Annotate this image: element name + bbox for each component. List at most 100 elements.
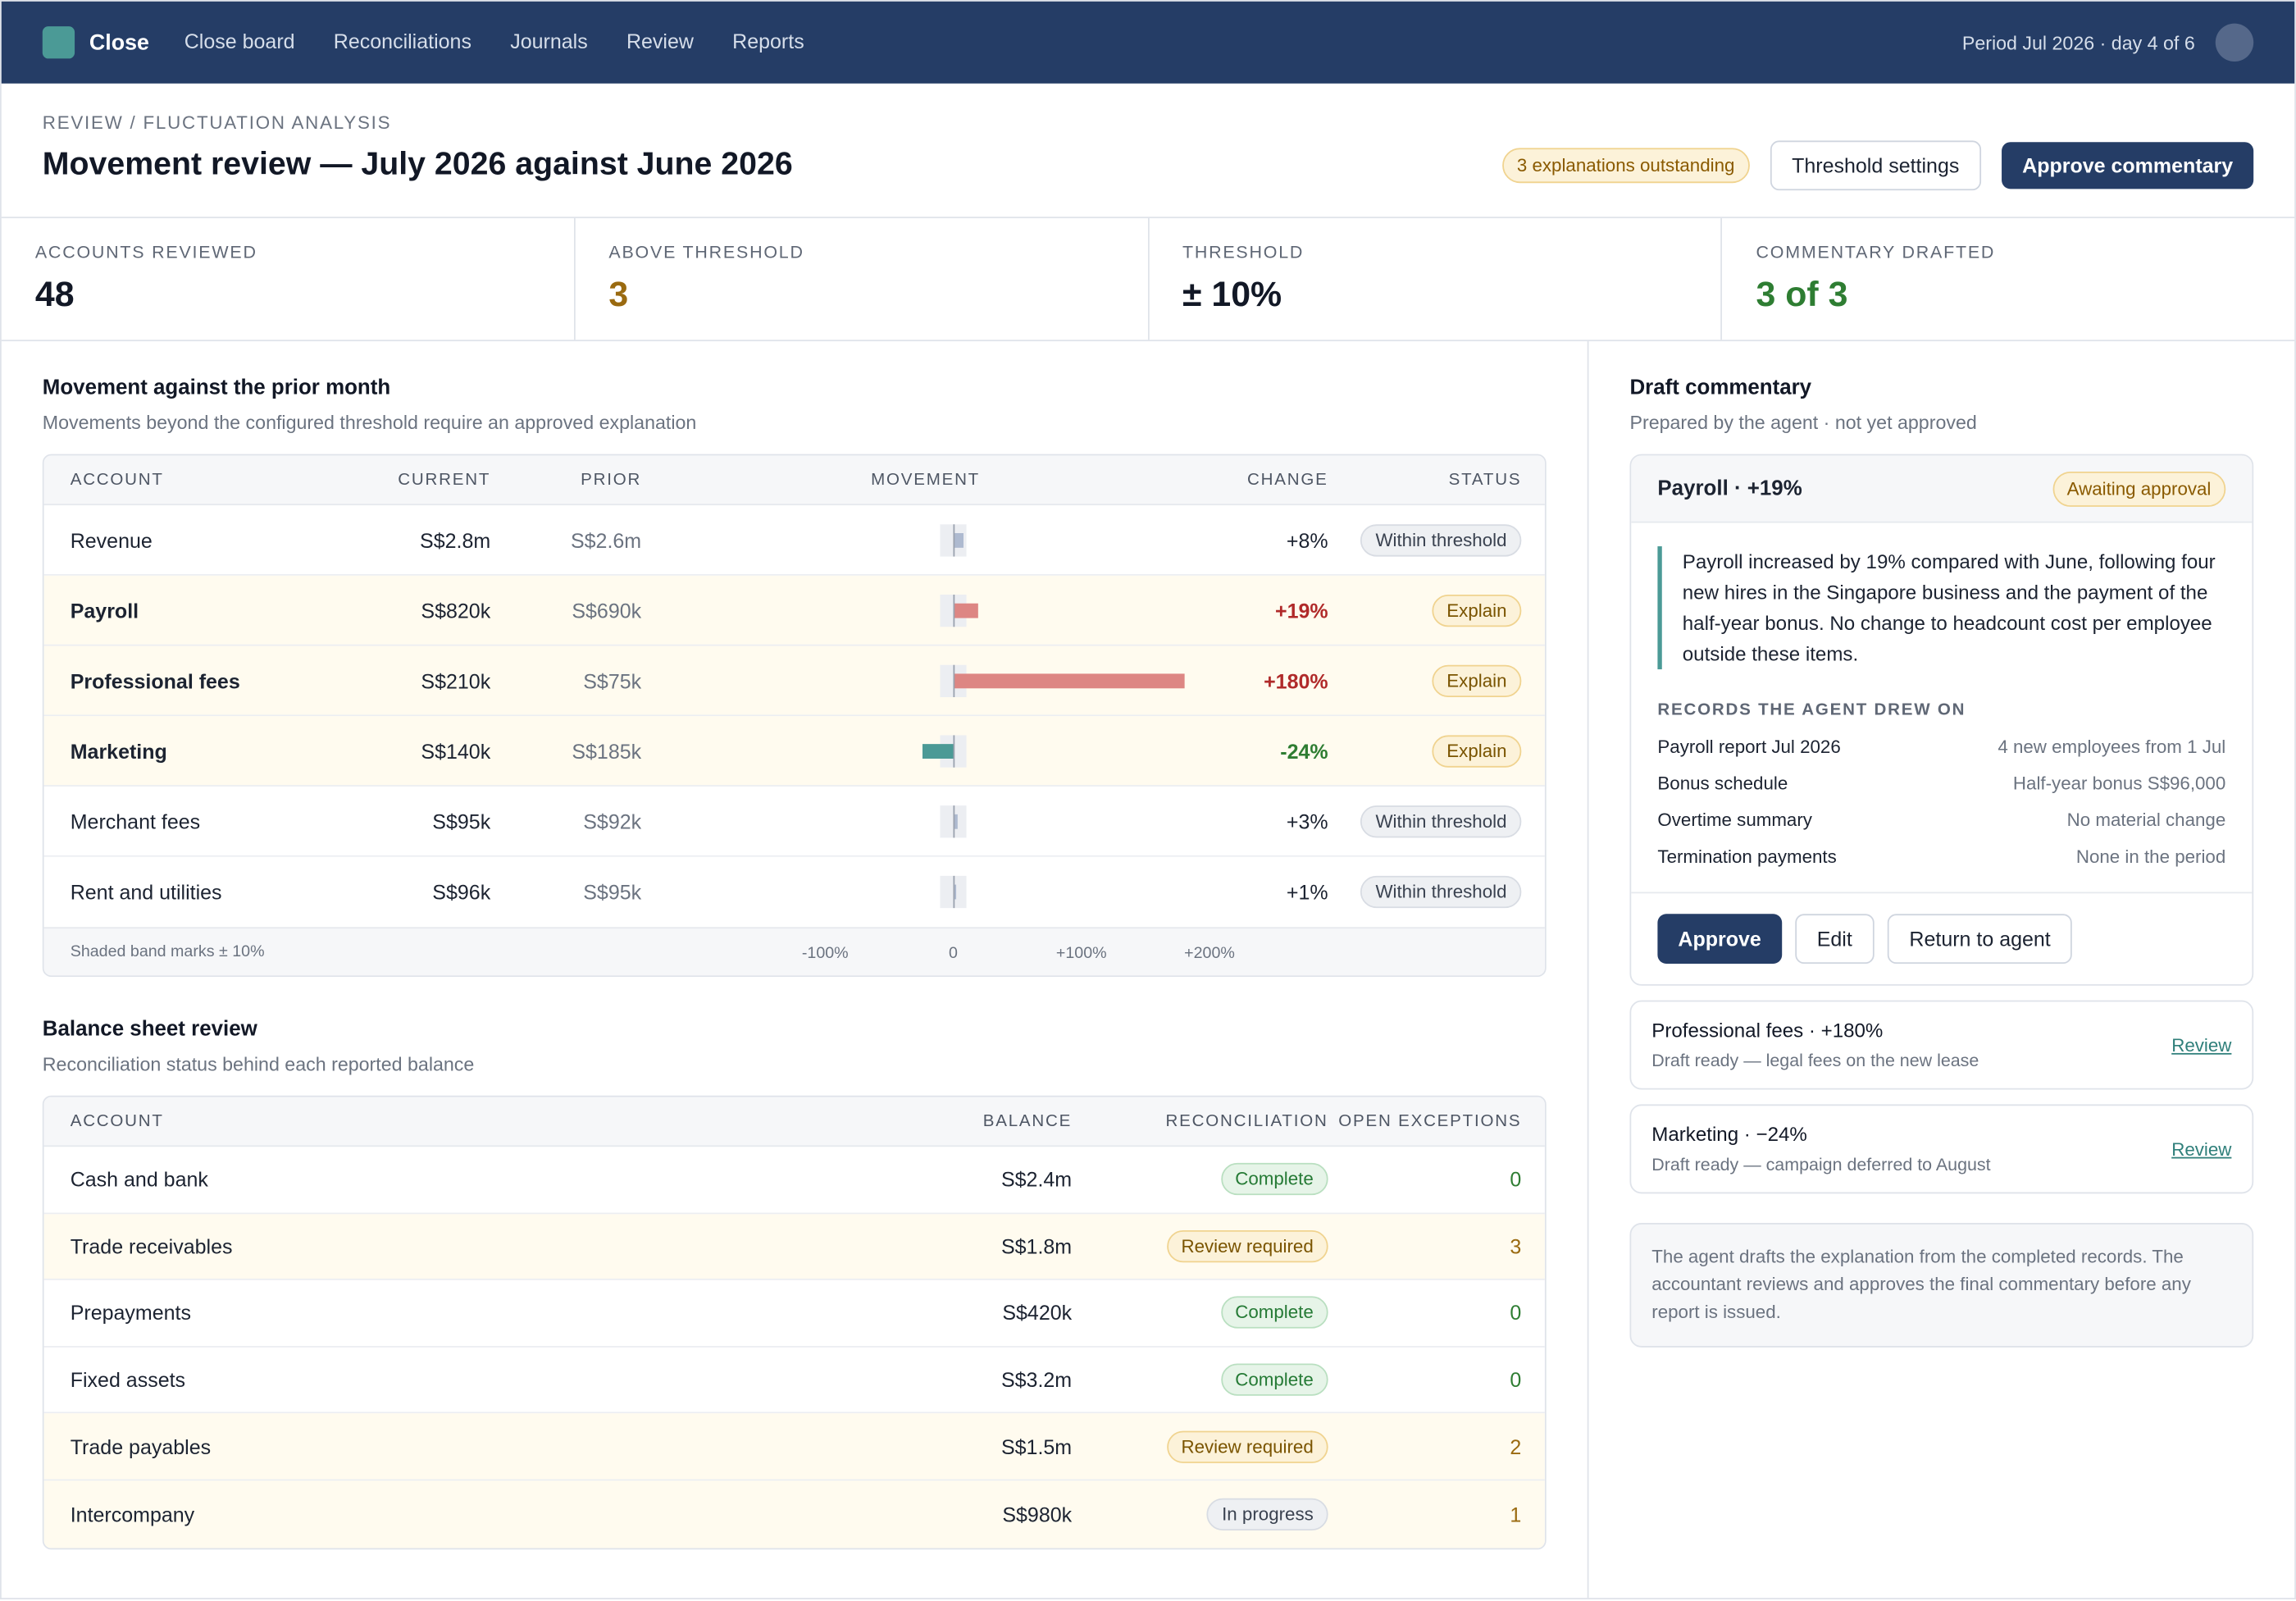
nav-review[interactable]: Review — [626, 29, 694, 53]
kpi-value: ± 10% — [1182, 275, 1282, 315]
record-value: 4 new employees from 1 Jul — [1998, 736, 2226, 757]
record-label: Termination payments — [1657, 846, 1837, 867]
breadcrumb: REVIEW / FLUCTUATION ANALYSIS — [42, 112, 392, 134]
app-name[interactable]: Close — [89, 30, 149, 55]
table-row[interactable]: Rent and utilities S$96k S$95k +1% Within th… — [44, 857, 1545, 928]
balance-title: Balance sheet review — [42, 1018, 257, 1042]
zero-line — [953, 664, 955, 697]
zero-line — [953, 523, 955, 556]
commentary-card-text: Professional fees · +180% Draft ready — l… — [1651, 1019, 1979, 1070]
awaiting-approval-badge: Awaiting approval — [2052, 471, 2226, 506]
kpi-card: THRESHOLD ± 10% — [1149, 218, 1723, 340]
movement-bar-cell — [641, 875, 1210, 909]
table-row[interactable]: Trade payables S$1.5m Review required 2 — [43, 1413, 1545, 1481]
change-value: -24% — [1280, 738, 1328, 763]
kpi-value: 3 of 3 — [1756, 275, 1848, 315]
open-exceptions: 0 — [1510, 1167, 1522, 1192]
avatar[interactable] — [2215, 23, 2254, 62]
record-label: Payroll report Jul 2026 — [1657, 736, 1841, 757]
band-footnote: Shaded band marks ± 10% — [70, 942, 265, 961]
col-account: ACCOUNT — [70, 1112, 164, 1130]
commentary-card-title: Marketing · −24% — [1651, 1123, 1807, 1146]
commentary-card-text: Marketing · −24% Draft ready — campaign d… — [1651, 1124, 1990, 1175]
reconciliation-cell: In progress — [1072, 1498, 1328, 1530]
axis-tick-label: 0 — [949, 944, 958, 963]
open-exceptions: 1 — [1510, 1502, 1522, 1526]
col-prior: PRIOR — [581, 471, 642, 489]
movement-bar-cell — [641, 523, 1210, 556]
nav-journals[interactable]: Journals — [510, 29, 588, 53]
table-row[interactable]: Fixed assets S$3.2m Complete 0 — [43, 1347, 1545, 1414]
kpi-card: ACCOUNTS REVIEWED 48 — [2, 218, 576, 340]
axis-tick-label: -100% — [801, 944, 849, 963]
status-badge[interactable]: Explain — [1432, 734, 1522, 767]
reconciliation-cell: Review required — [1072, 1430, 1328, 1463]
zero-line — [953, 875, 955, 909]
balance-value: S$1.5m — [1000, 1435, 1073, 1458]
movement-bar — [953, 884, 957, 900]
commentary-card-subtitle: Draft ready — legal fees on the new leas… — [1651, 1050, 1979, 1071]
record-value: Half-year bonus S$96,000 — [2012, 772, 2226, 793]
table-row[interactable]: Marketing S$140k S$185k -24% Explain — [43, 716, 1545, 787]
kpi-label: ABOVE THRESHOLD — [608, 241, 804, 262]
top-bar: Close Close board Reconciliations Journa… — [1, 1, 2295, 84]
account-name: Professional fees — [70, 668, 240, 692]
account-name: Prepayments — [70, 1301, 192, 1325]
table-row[interactable]: Merchant fees S$95k S$92k +3% Within thresho… — [43, 787, 1545, 857]
table-row[interactable]: Payroll S$820k S$690k +19% Explain — [43, 575, 1545, 646]
return-to-agent-button[interactable]: Return to agent — [1887, 914, 2073, 964]
threshold-settings-button[interactable]: Threshold settings — [1770, 140, 1982, 191]
balance-value: S$2.4m — [1000, 1167, 1073, 1192]
commentary-card[interactable]: Professional fees · +180% Draft ready — l… — [1629, 1000, 2254, 1090]
reconciliation-cell: Complete — [1072, 1363, 1328, 1396]
open-exceptions: 3 — [1510, 1234, 1522, 1258]
account-name: Fixed assets — [70, 1367, 186, 1392]
card-title: Payroll · +19% — [1657, 477, 1802, 500]
current-value: S$140k — [421, 738, 491, 763]
account-name: Merchant fees — [70, 809, 201, 833]
col-status: STATUS — [1448, 471, 1522, 489]
commentary-subtitle: Prepared by the agent · not yet approved — [1629, 411, 1977, 434]
movement-subtitle: Movements beyond the configured threshol… — [42, 411, 697, 434]
balance-value: S$420k — [1002, 1301, 1073, 1325]
review-link[interactable]: Review — [2171, 1034, 2232, 1056]
approve-commentary-button[interactable]: Approve commentary — [2002, 142, 2254, 189]
balance-value: S$1.8m — [1000, 1234, 1073, 1258]
table-row[interactable]: Trade receivables S$1.8m Review required 3 — [43, 1213, 1545, 1281]
status-cell: Explain — [1328, 664, 1522, 697]
record-row: Overtime summary No material change — [1631, 801, 2252, 838]
approve-button[interactable]: Approve — [1657, 914, 1782, 964]
table-row[interactable]: Professional fees S$210k S$75k +180% Explain — [43, 645, 1545, 717]
status-badge[interactable]: Explain — [1432, 664, 1522, 697]
col-account: ACCOUNT — [70, 471, 164, 489]
status-cell: Explain — [1328, 734, 1522, 767]
movement-table-header: ACCOUNT CURRENT PRIOR MOVEMENT CHANGE ST… — [43, 455, 1545, 506]
movement-bar-cell — [641, 734, 1210, 767]
status-badge[interactable]: Explain — [1432, 594, 1522, 627]
nav-close-board[interactable]: Close board — [184, 29, 295, 53]
account-name: Payroll — [70, 598, 139, 623]
current-value: S$2.8m — [420, 527, 491, 552]
table-row[interactable]: Revenue S$2.8m S$2.6m +8% Within threshold — [43, 505, 1545, 576]
kpi-value: 48 — [34, 275, 75, 315]
zero-line — [953, 805, 955, 837]
account-name: Rent and utilities — [70, 880, 222, 904]
commentary-card-title: Professional fees · +180% — [1651, 1019, 1884, 1042]
nav-reports[interactable]: Reports — [732, 29, 804, 53]
review-link[interactable]: Review — [2171, 1138, 2232, 1160]
change-value: +19% — [1274, 598, 1328, 623]
nav-reconciliations[interactable]: Reconciliations — [333, 29, 472, 53]
commentary-card[interactable]: Marketing · −24% Draft ready — campaign d… — [1629, 1104, 2254, 1194]
zero-line — [953, 594, 955, 627]
table-row[interactable]: Intercompany S$980k In progress 1 — [43, 1480, 1545, 1548]
movement-title: Movement against the prior month — [42, 376, 391, 400]
page-title: Movement review — July 2026 against June… — [42, 144, 793, 182]
prior-value: S$690k — [572, 598, 642, 623]
table-row[interactable]: Cash and bank S$2.4m Complete 0 — [43, 1147, 1545, 1214]
status-cell: Explain — [1328, 594, 1522, 627]
edit-button[interactable]: Edit — [1794, 914, 1875, 964]
table-row[interactable]: Prepayments S$420k Complete 0 — [43, 1280, 1545, 1348]
period-indicator: Period Jul 2026 · day 4 of 6 — [1961, 31, 2195, 54]
prior-value: S$185k — [572, 738, 642, 763]
commentary-pane: Draft commentary Prepared by the agent ·… — [1588, 341, 2294, 1598]
